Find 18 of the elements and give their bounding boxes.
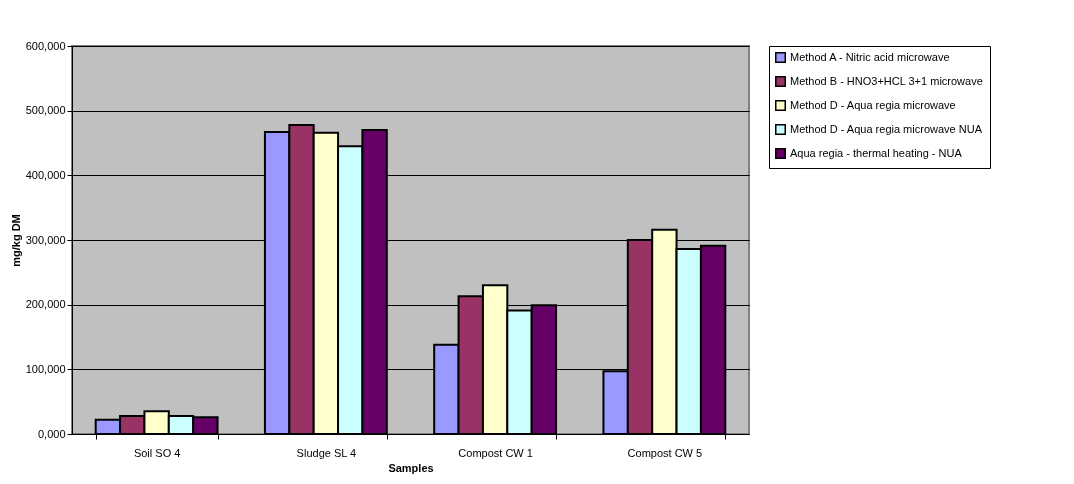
legend-label: Aqua regia - thermal heating - NUA (790, 146, 963, 159)
y-tick-label: 0,000 (37, 427, 66, 440)
legend-label: Method A - Nitric acid microwave (790, 50, 950, 63)
legend-label: Method D - Aqua regia microwave (790, 98, 956, 111)
x-tick-label: Compost CW 1 (458, 446, 533, 459)
x-tick-label: Soil SO 4 (133, 446, 181, 459)
y-tick-label: 100,000 (25, 362, 66, 375)
y-tick-label: 400,000 (25, 168, 66, 181)
y-axis-title: mg/kg DM (9, 214, 22, 267)
x-tick-label: Sludge SL 4 (296, 446, 357, 459)
legend-label: Method D - Aqua regia microwave NUA (790, 122, 983, 135)
x-tick-label: Compost CW 5 (627, 446, 703, 459)
y-tick-label: 500,000 (25, 104, 66, 117)
y-tick-label: 200,000 (25, 298, 66, 311)
legend-label: Method B - HNO3+HCL 3+1 microwave (790, 74, 983, 87)
y-tick-label: 300,000 (25, 233, 66, 246)
x-axis-title: Samples (388, 461, 434, 474)
y-tick-label: 600,000 (25, 39, 66, 52)
